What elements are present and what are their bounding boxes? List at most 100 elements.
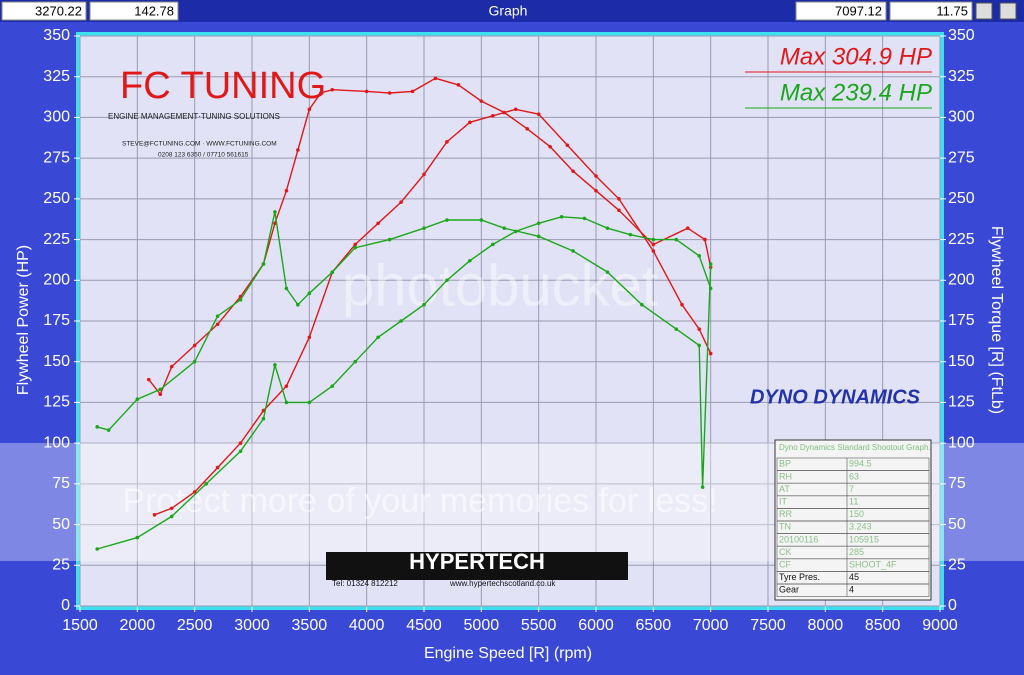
data-point — [261, 262, 266, 266]
data-point — [238, 298, 243, 302]
data-point — [513, 107, 518, 112]
table-cell: 45 — [849, 572, 859, 582]
data-point — [628, 232, 633, 237]
data-point — [617, 208, 621, 213]
data-point — [594, 174, 598, 178]
data-point — [697, 327, 701, 331]
y2-tick-label: 200 — [948, 272, 975, 289]
toolbar — [0, 0, 1024, 22]
data-point — [238, 449, 243, 454]
table-cell: BP — [779, 459, 791, 469]
data-point — [536, 112, 541, 116]
field-box — [795, 1, 887, 21]
data-point — [95, 547, 99, 551]
table-cell: 4 — [849, 585, 854, 595]
data-point — [410, 89, 415, 94]
logo-tel: Tel: 01324 812212 — [332, 579, 398, 588]
y2-tick-label: 275 — [948, 149, 975, 166]
data-point — [445, 278, 449, 283]
data-point — [571, 249, 575, 253]
watermark: photobucket — [342, 253, 658, 318]
table-cell: 11 — [849, 496, 858, 506]
y-tick-label: 225 — [43, 231, 70, 248]
data-point — [491, 114, 495, 118]
x-tick-label: 8500 — [865, 617, 901, 634]
data-point — [703, 237, 707, 242]
table-cell: 105915 — [849, 534, 879, 544]
annotation: Max 304.9 HP — [780, 43, 932, 70]
x-tick-label: 7500 — [750, 617, 786, 634]
data-point — [605, 270, 610, 274]
data-point — [445, 140, 449, 144]
logo-phone: 0208 123 6350 / 07710 561615 — [158, 152, 249, 159]
y-tick-label: 25 — [52, 557, 70, 574]
x-tick-label: 6000 — [578, 617, 614, 634]
y-tick-label: 275 — [43, 149, 70, 166]
logo-sub: ENGINE MANAGEMENT·TUNING SOLUTIONS — [108, 112, 280, 121]
toolbar-field: 11.75 — [936, 3, 968, 18]
data-point — [296, 302, 300, 307]
data-point — [468, 258, 472, 263]
y-tick-label: 100 — [43, 434, 70, 451]
data-point — [330, 87, 335, 92]
logo: HYPERTECH — [409, 549, 545, 574]
data-point — [651, 249, 656, 253]
table-cell: AT — [779, 484, 790, 494]
data-point — [215, 322, 220, 327]
field-box — [1, 1, 87, 21]
data-point — [296, 148, 300, 152]
table-cell: 7 — [849, 484, 854, 494]
close-button[interactable] — [999, 2, 1017, 20]
data-point — [700, 485, 705, 489]
data-point — [674, 237, 679, 242]
data-point — [525, 127, 529, 131]
data-point — [571, 169, 575, 173]
data-point — [330, 384, 335, 388]
data-point — [353, 245, 358, 250]
data-point — [605, 226, 610, 230]
y2-tick-label: 250 — [948, 190, 975, 207]
restore-button[interactable] — [975, 2, 993, 20]
data-point — [192, 359, 197, 364]
data-point — [387, 237, 392, 242]
table-cell: 150 — [849, 509, 864, 519]
toolbar-field: 142.78 — [134, 3, 174, 18]
table-cell: 285 — [849, 547, 864, 557]
data-point — [330, 270, 335, 274]
data-point — [307, 400, 312, 405]
data-point — [319, 91, 323, 95]
data-point — [238, 441, 243, 445]
data-point — [399, 319, 403, 323]
y-tick-label: 325 — [43, 68, 70, 85]
data-point — [594, 188, 598, 193]
data-point — [169, 506, 174, 511]
data-point — [353, 359, 358, 364]
data-point — [422, 302, 426, 307]
x-tick-label: 3500 — [292, 617, 328, 634]
x-tick-label: 5500 — [521, 617, 557, 634]
y-tick-label: 125 — [43, 394, 70, 411]
annotation: Max 239.4 HP — [780, 79, 932, 106]
table-cell: CF — [779, 559, 791, 569]
data-point — [307, 291, 312, 296]
y2-axis-title: Flywheel Torque [R] (FtLb) — [988, 226, 1005, 414]
data-point — [422, 226, 426, 230]
x-tick-label: 2500 — [177, 617, 213, 634]
window-title: Graph — [489, 3, 528, 19]
data-point — [106, 428, 111, 432]
data-point — [215, 314, 220, 318]
data-point — [502, 226, 507, 230]
x-tick-label: 8000 — [808, 617, 844, 634]
data-point — [479, 99, 484, 103]
data-point — [399, 200, 403, 204]
data-point — [559, 214, 564, 219]
logo-web: www.hypertechscotland.co.uk — [449, 579, 556, 588]
data-point — [169, 514, 174, 519]
data-point — [307, 107, 312, 112]
data-point — [158, 392, 163, 397]
data-point — [479, 218, 484, 222]
y2-tick-label: 175 — [948, 312, 975, 329]
table-row — [776, 583, 930, 597]
y2-tick-label: 300 — [948, 109, 975, 126]
data-point — [169, 364, 174, 369]
